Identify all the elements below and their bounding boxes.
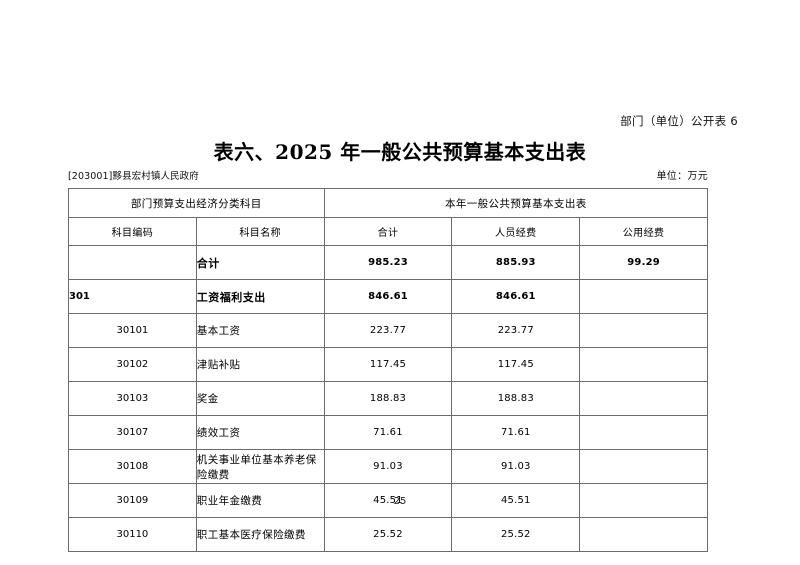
cell-total: 846.61 bbox=[323, 279, 453, 314]
cell-total: 223.77 bbox=[323, 313, 453, 348]
cell-personnel: 188.83 bbox=[451, 381, 581, 416]
cell-personnel: 885.93 bbox=[451, 245, 581, 280]
group-header-current-year-basic-expenditure: 本年一般公共预算基本支出表 bbox=[323, 188, 709, 218]
cell-name: 工资福利支出 bbox=[195, 279, 325, 314]
cell-personnel: 91.03 bbox=[451, 449, 581, 484]
cell-public bbox=[579, 279, 708, 314]
table-row: 30108 机关事业单位基本养老保险缴费 91.03 91.03 bbox=[68, 449, 708, 484]
table-column-header-row: 科目编码 科目名称 合计 人员经费 公用经费 bbox=[68, 217, 708, 246]
page-number: 25 bbox=[393, 496, 407, 507]
cell-name: 职业年金缴费 bbox=[195, 483, 325, 518]
cell-public bbox=[579, 313, 708, 348]
table-row: 30110 职工基本医疗保险缴费 25.52 25.52 bbox=[68, 517, 708, 552]
table-body: 部门预算支出经济分类科目 本年一般公共预算基本支出表 科目编码 科目名称 合计 … bbox=[68, 188, 709, 552]
cell-code: 30103 bbox=[68, 381, 197, 416]
cell-name: 职工基本医疗保险缴费 bbox=[195, 517, 325, 552]
cell-public bbox=[579, 483, 708, 518]
cell-personnel: 846.61 bbox=[451, 279, 581, 314]
cell-name: 奖金 bbox=[195, 381, 325, 416]
cell-total: 71.61 bbox=[323, 415, 453, 450]
cell-total: 985.23 bbox=[323, 245, 453, 280]
table-row: 30107 绩效工资 71.61 71.61 bbox=[68, 415, 708, 450]
cell-total: 91.03 bbox=[323, 449, 453, 484]
cell-code bbox=[68, 245, 197, 280]
table-meta-row: [203001]黟县宏村镇人民政府 单位：万元 bbox=[68, 167, 708, 182]
cell-name: 合计 bbox=[195, 245, 325, 280]
table-row: 30102 津贴补贴 117.45 117.45 bbox=[68, 347, 708, 382]
cell-total: 117.45 bbox=[323, 347, 453, 382]
cell-total: 188.83 bbox=[323, 381, 453, 416]
column-header-total: 合计 bbox=[323, 217, 453, 246]
cell-code: 301 bbox=[68, 279, 197, 314]
page-title: 表六、2025 年一般公共预算基本支出表 bbox=[213, 140, 587, 164]
cell-personnel: 71.61 bbox=[451, 415, 581, 450]
group-header-economic-classification: 部门预算支出经济分类科目 bbox=[68, 188, 325, 218]
cell-name: 津贴补贴 bbox=[195, 347, 325, 382]
cell-public bbox=[579, 449, 708, 484]
column-header-public: 公用经费 bbox=[579, 217, 708, 246]
budget-expenditure-table: 部门预算支出经济分类科目 本年一般公共预算基本支出表 科目编码 科目名称 合计 … bbox=[68, 188, 709, 552]
column-header-personnel: 人员经费 bbox=[451, 217, 581, 246]
cell-code: 30102 bbox=[68, 347, 197, 382]
table-row: 30109 职业年金缴费 45.51 45.51 bbox=[68, 483, 708, 518]
cell-personnel: 223.77 bbox=[451, 313, 581, 348]
cell-total: 45.51 bbox=[323, 483, 453, 518]
cell-public bbox=[579, 381, 708, 416]
public-table-label: 部门（单位）公开表 6 bbox=[620, 114, 738, 128]
cell-public: 99.29 bbox=[579, 245, 708, 280]
table-group-header-row: 部门预算支出经济分类科目 本年一般公共预算基本支出表 bbox=[68, 188, 709, 218]
cell-name: 基本工资 bbox=[195, 313, 325, 348]
cell-public bbox=[579, 517, 708, 552]
cell-name: 绩效工资 bbox=[195, 415, 325, 450]
column-header-code: 科目编码 bbox=[68, 217, 197, 246]
cell-code: 30108 bbox=[68, 449, 197, 484]
cell-code: 30101 bbox=[68, 313, 197, 348]
table-row: 合计 985.23 885.93 99.29 bbox=[68, 245, 708, 280]
cell-personnel: 25.52 bbox=[451, 517, 581, 552]
cell-total: 25.52 bbox=[323, 517, 453, 552]
cell-name: 机关事业单位基本养老保险缴费 bbox=[195, 449, 325, 484]
column-header-name: 科目名称 bbox=[195, 217, 325, 246]
table-row: 30103 奖金 188.83 188.83 bbox=[68, 381, 708, 416]
cell-code: 30110 bbox=[68, 517, 197, 552]
cell-personnel: 117.45 bbox=[451, 347, 581, 382]
table-row: 30101 基本工资 223.77 223.77 bbox=[68, 313, 708, 348]
table-row: 301 工资福利支出 846.61 846.61 bbox=[68, 279, 708, 314]
unit-name: [203001]黟县宏村镇人民政府 bbox=[68, 171, 199, 182]
unit-of-measure: 单位：万元 bbox=[656, 171, 708, 182]
cell-code: 30107 bbox=[68, 415, 197, 450]
cell-public bbox=[579, 415, 708, 450]
cell-public bbox=[579, 347, 708, 382]
